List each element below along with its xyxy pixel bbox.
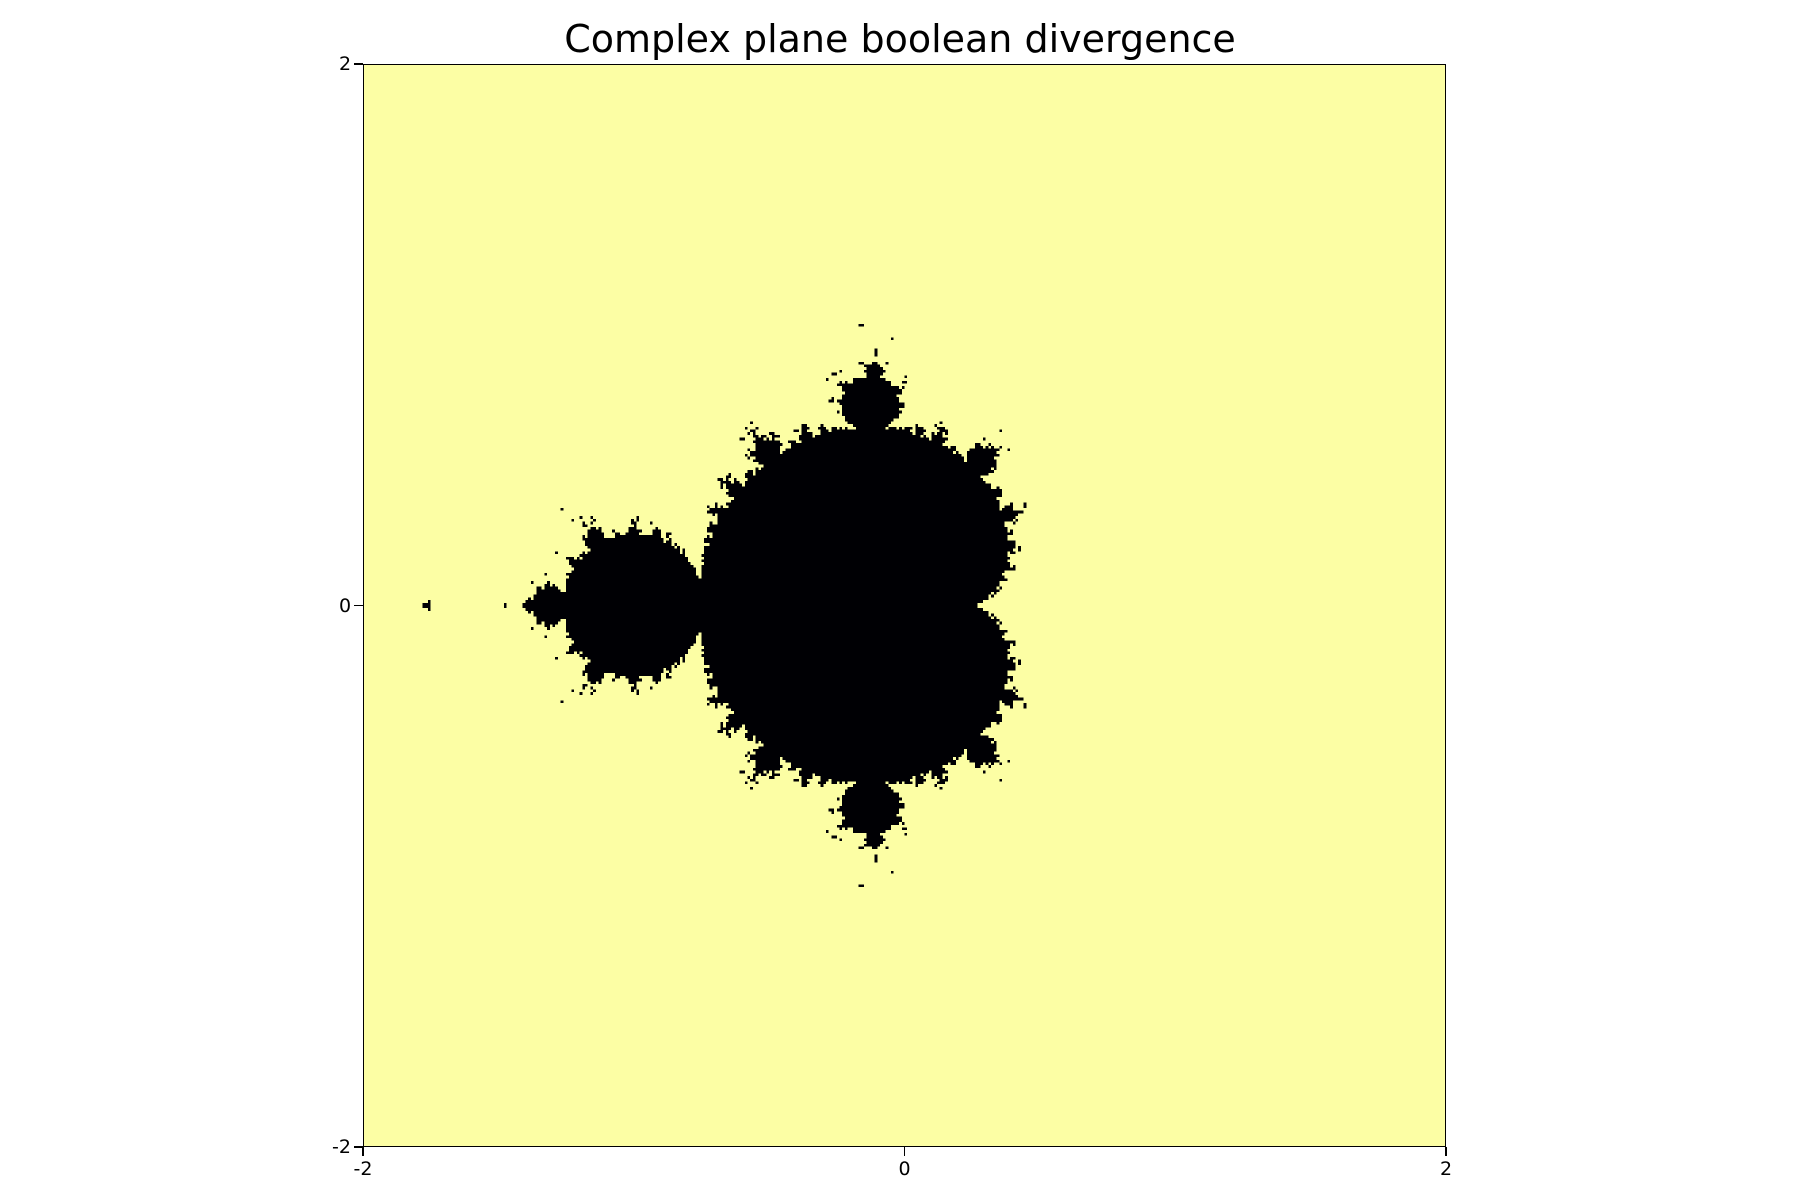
y-tick-label: 0 [339, 594, 352, 617]
x-tick-label: 2 [1440, 1158, 1453, 1180]
y-tick-mark [354, 1146, 363, 1148]
x-tick-mark [1445, 1147, 1447, 1156]
y-tick-label: 2 [339, 53, 352, 75]
plot-area [363, 64, 1446, 1147]
y-tick-mark [354, 63, 363, 65]
y-tick-mark [354, 604, 363, 607]
chart-title: Complex plane boolean divergence [564, 17, 1236, 61]
x-tick-mark [362, 1147, 364, 1156]
divergence-heatmap [363, 64, 1446, 1147]
x-tick-label: 0 [898, 1158, 911, 1180]
x-tick-mark [903, 1147, 906, 1156]
x-tick-label: -2 [353, 1158, 373, 1180]
y-tick-label: -2 [332, 1136, 351, 1158]
